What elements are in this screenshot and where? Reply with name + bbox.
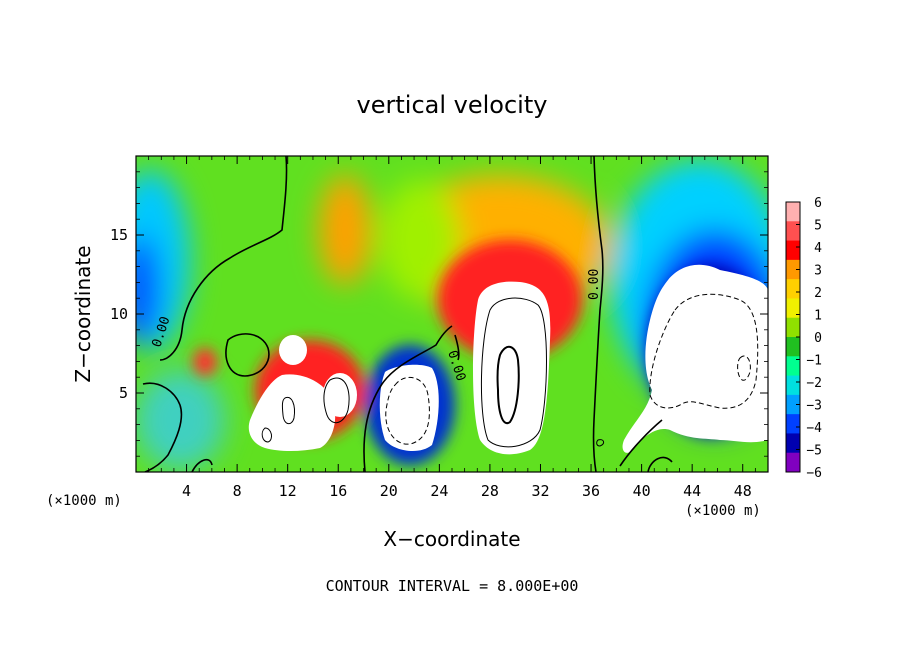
zero-contour-loop-x8 [225, 333, 270, 377]
chart-title: vertical velocity [357, 91, 548, 119]
y-axis: 5 10 15 [110, 171, 768, 457]
contour-lines [142, 156, 673, 472]
x-unit-label: (×1000 m) [685, 503, 761, 519]
colorbar-label: −2 [806, 376, 822, 391]
x37-contour [596, 439, 605, 447]
colorbar-swatch [786, 202, 800, 222]
x-tick-label: 40 [633, 482, 651, 500]
colorbar-swatch [786, 298, 800, 319]
colorbar-label: 2 [814, 286, 822, 301]
downdraft-x22-white [379, 364, 439, 452]
colorbar-swatch [786, 221, 800, 242]
updraft-core-white [473, 281, 551, 455]
colorbar-label: 6 [814, 196, 822, 211]
field-mid-cyan [380, 180, 460, 300]
x-tick-label: 8 [233, 482, 242, 500]
x12-contour [281, 396, 295, 425]
y-tick-label: 5 [119, 384, 128, 402]
updraft-contour-outer [480, 297, 547, 448]
colorbar-label: 0 [814, 331, 822, 346]
downdraft-x46-dashed [737, 355, 751, 381]
positive-contours [261, 297, 605, 448]
y-tick-label: 10 [110, 305, 128, 323]
x-tick-label: 16 [329, 482, 347, 500]
zero-contour-lower-left [142, 382, 183, 472]
contour-interval-footer: CONTOUR INTERVAL = 8.000E+00 [326, 577, 579, 595]
zero-contour-left [159, 156, 288, 361]
x-tick-label: 4 [182, 482, 191, 500]
colorbar-label: 4 [814, 241, 822, 256]
contour-label-right: 0.00 [587, 269, 602, 300]
x-axis: 4 8 12 16 20 24 28 32 36 40 44 48 [148, 156, 756, 500]
x16-contour [323, 377, 350, 424]
colorbar-swatch [786, 240, 800, 261]
colorbar-swatch [786, 279, 800, 299]
x-tick-label: 24 [430, 482, 448, 500]
colorbar-swatch [786, 375, 800, 396]
colorbar-label: 3 [814, 264, 822, 279]
z-unit-label: (×1000 m) [46, 493, 122, 509]
colorbar-label: −5 [806, 444, 822, 459]
colorbar-swatch [786, 337, 800, 357]
colorbar-swatch [786, 433, 800, 454]
zero-contour-bottom [191, 458, 213, 472]
x-tick-label: 12 [279, 482, 297, 500]
field-left-downdraft [136, 235, 158, 345]
updraft-x12-upper-white [279, 335, 307, 365]
heatmap-field: 0.00 0.00 0.00 [136, 156, 768, 472]
x-axis-label: X−coordinate [383, 527, 520, 551]
zero-contour-right-lower [619, 419, 663, 467]
y-tick-label: 15 [110, 226, 128, 244]
colorbar-swatch [786, 356, 800, 377]
updraft-x16-white [323, 373, 357, 417]
colorbar-swatch [786, 414, 800, 434]
zero-contour-x40 [647, 456, 673, 472]
colorbar-label: −6 [806, 466, 822, 481]
x-tick-label: 36 [582, 482, 600, 500]
colorbar: 6 5 4 3 2 1 0 −1 −2 −3 −4 −5 −6 [785, 196, 822, 481]
colorbar-swatch [786, 394, 800, 415]
y-axis-label: Z−coordinate [71, 245, 95, 382]
x-tick-label: 48 [734, 482, 752, 500]
colorbar-label: 5 [814, 219, 822, 234]
colorbar-label: 1 [814, 309, 822, 324]
x-tick-label: 32 [531, 482, 549, 500]
colorbar-label: −4 [806, 421, 822, 436]
field-lower-left-cyan [136, 370, 225, 470]
x-tick-label: 44 [683, 482, 701, 500]
zero-contour-x36 [592, 156, 604, 472]
zero-contour-x24 [454, 334, 460, 361]
field-upper-orange [319, 175, 371, 285]
colorbar-swatch [786, 259, 800, 280]
colorbar-label: −1 [806, 354, 822, 369]
field-left-red-spot [193, 348, 217, 376]
updraft-core-contour [496, 345, 520, 425]
downdraft-x44-white [622, 264, 768, 453]
x10-contour [261, 427, 273, 443]
x-tick-label: 20 [380, 482, 398, 500]
zero-contour-centre [363, 325, 453, 472]
colorbar-swatch [786, 452, 800, 473]
colorbar-swatch [786, 317, 800, 338]
negative-contours [385, 293, 759, 445]
x-tick-label: 28 [481, 482, 499, 500]
colorbar-label: −3 [806, 399, 822, 414]
